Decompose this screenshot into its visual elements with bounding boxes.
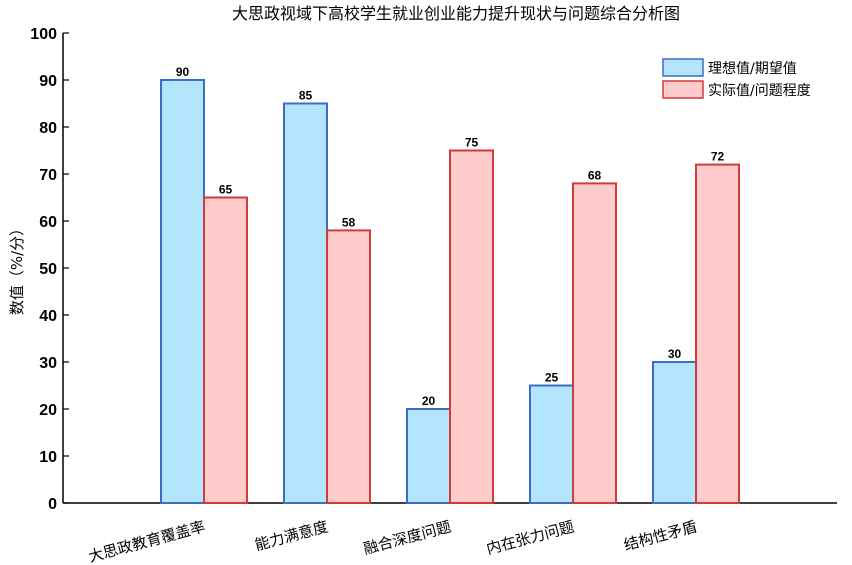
bar-ideal	[406, 408, 451, 504]
x-tick-label: 融合深度问题	[361, 517, 453, 558]
y-tick-label: 90	[39, 73, 57, 90]
y-tick-label: 20	[39, 402, 57, 419]
y-tick-label: 0	[48, 496, 57, 513]
bar-actual	[203, 196, 248, 504]
data-label: 90	[176, 65, 190, 79]
bar-ideal	[529, 384, 574, 504]
y-tick-label: 100	[30, 26, 57, 43]
y-tick-label: 70	[39, 167, 57, 184]
data-label: 68	[588, 168, 602, 182]
bar-actual	[326, 229, 371, 504]
legend-swatch	[662, 80, 704, 99]
y-tick-label: 80	[39, 120, 57, 137]
bar-ideal	[652, 361, 697, 504]
data-label: 58	[342, 215, 356, 229]
y-tick-label: 40	[39, 308, 57, 325]
y-tick-label: 50	[39, 261, 57, 278]
x-tick-label: 内在张力问题	[484, 517, 576, 558]
data-label: 20	[422, 394, 436, 408]
data-label: 65	[219, 183, 233, 197]
x-tick-label: 结构性矛盾	[622, 517, 699, 554]
bar-ideal	[283, 102, 328, 504]
bar-actual	[695, 163, 740, 504]
legend-label: 理想值/期望值	[708, 61, 797, 77]
data-label: 75	[465, 136, 479, 150]
legend-label: 实际值/问题程度	[708, 83, 811, 99]
bar-actual	[572, 182, 617, 504]
bars	[160, 79, 740, 504]
bar-actual	[449, 149, 494, 504]
y-axis-label: 数值（%/分）	[8, 221, 26, 315]
x-tick-label: 能力满意度	[253, 517, 330, 554]
bar-ideal	[160, 79, 205, 504]
y-tick-label: 60	[39, 214, 57, 231]
chart-title: 大思政视域下高校学生就业创业能力提升现状与问题综合分析图	[232, 4, 680, 23]
legend-swatch	[662, 58, 704, 77]
data-label: 25	[545, 371, 559, 385]
y-tick-label: 30	[39, 355, 57, 372]
y-tick-label: 10	[39, 449, 57, 466]
data-label: 72	[711, 150, 725, 164]
data-label: 85	[299, 89, 313, 103]
data-labels: 90 65 85 58 20 75 25 68 30 72	[176, 65, 725, 408]
data-label: 30	[668, 347, 682, 361]
x-tick-label: 大思政教育覆盖率	[86, 517, 207, 565]
